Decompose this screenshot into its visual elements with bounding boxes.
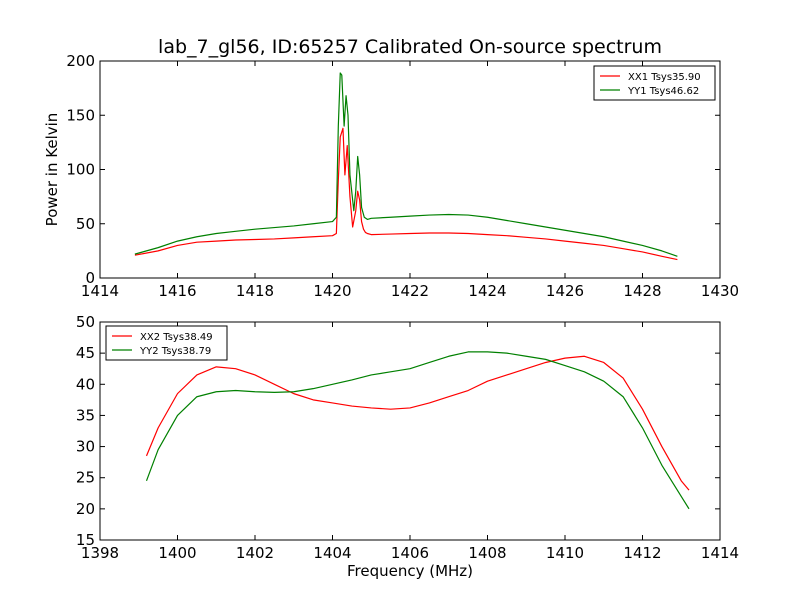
legend-label: XX1 Tsys35.90 bbox=[628, 72, 701, 83]
x-tick-label: 1414 bbox=[701, 544, 739, 562]
y-tick-label: 15 bbox=[76, 531, 95, 549]
x-tick-label: 1398 bbox=[81, 544, 119, 562]
x-tick-label: 1416 bbox=[158, 282, 196, 300]
legend-box bbox=[105, 325, 228, 361]
y-tick-label: 200 bbox=[66, 52, 95, 70]
x-tick-label: 1402 bbox=[236, 544, 274, 562]
y-tick-label: 0 bbox=[85, 269, 95, 287]
legend-box bbox=[593, 65, 716, 101]
y-tick-label: 35 bbox=[76, 406, 95, 424]
x-tick-label: 1412 bbox=[623, 544, 661, 562]
chart-title: lab_7_gl56, ID:65257 Calibrated On-sourc… bbox=[158, 36, 662, 58]
x-tick-label: 1418 bbox=[236, 282, 274, 300]
x-axis-label: Frequency (MHz) bbox=[347, 562, 473, 580]
series-line-1-2 bbox=[134, 72, 678, 257]
subplot-1: 1414 1416 1418 1420 1422 1424 1426 1428 1430 0 50 1… bbox=[43, 52, 739, 300]
legend-label: YY2 Tsys38.79 bbox=[139, 346, 211, 357]
subplot-2: 1398 1400 1402 1404 1406 1408 1410 1412 1414 15 20… bbox=[76, 313, 739, 580]
x-tick-label: 1414 bbox=[81, 282, 119, 300]
y-tick-label: 25 bbox=[76, 469, 95, 487]
series-line-1-1 bbox=[134, 127, 678, 261]
x-tick-label: 1430 bbox=[701, 282, 739, 300]
x-tick-label: 1424 bbox=[468, 282, 506, 300]
y-tick-label: 45 bbox=[76, 344, 95, 362]
x-tick-label: 1410 bbox=[546, 544, 584, 562]
y-tick-label: 100 bbox=[66, 161, 95, 179]
legend-label: XX2 Tsys38.49 bbox=[140, 332, 213, 343]
y-tick-label: 40 bbox=[76, 375, 95, 393]
legend-2: XX2 Tsys38.49 YY2 Tsys38.79 bbox=[105, 325, 228, 361]
y-axis-label: Power in Kelvin bbox=[43, 113, 61, 227]
y-tick-label: 30 bbox=[76, 438, 95, 456]
legend-1: XX1 Tsys35.90 YY1 Tsys46.62 bbox=[593, 65, 716, 101]
x-tick-label: 1420 bbox=[313, 282, 351, 300]
x-tick-label: 1404 bbox=[313, 544, 351, 562]
legend-label: YY1 Tsys46.62 bbox=[627, 86, 699, 97]
x-tick-label: 1408 bbox=[468, 544, 506, 562]
x-tick-label: 1400 bbox=[158, 544, 196, 562]
x-tick-label: 1426 bbox=[546, 282, 584, 300]
y-tick-label: 50 bbox=[76, 215, 95, 233]
x-tick-label: 1406 bbox=[391, 544, 429, 562]
y-tick-label: 20 bbox=[76, 500, 95, 518]
series-line-2-2 bbox=[145, 351, 690, 510]
x-tick-label: 1428 bbox=[623, 282, 661, 300]
series-line-2-1 bbox=[145, 355, 690, 491]
y-tick-label: 50 bbox=[76, 313, 95, 331]
x-tick-label: 1422 bbox=[391, 282, 429, 300]
y-tick-label: 150 bbox=[66, 106, 95, 124]
